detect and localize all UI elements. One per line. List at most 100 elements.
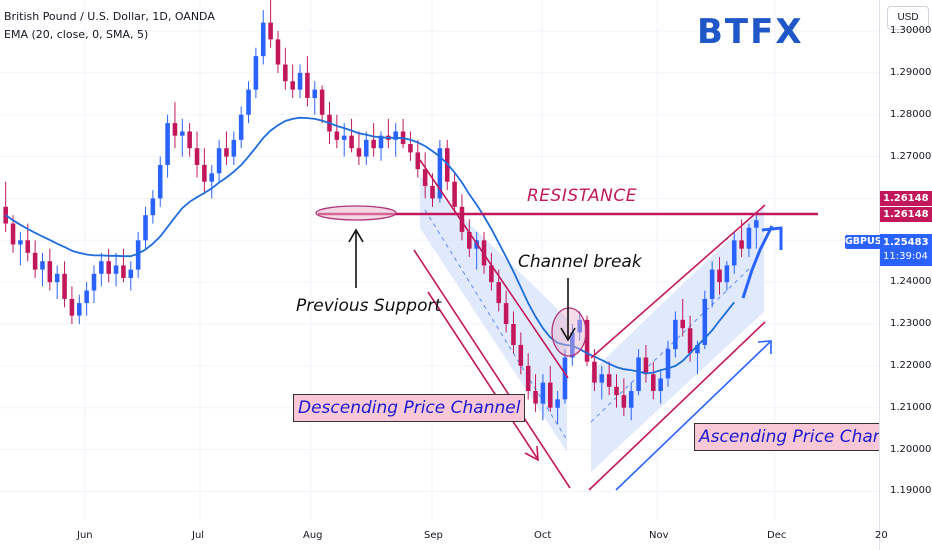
candle-down [614,386,619,396]
candle-up [231,139,237,157]
candle-down [459,206,465,232]
time-tick-label: 20 [875,530,888,541]
currency-button[interactable]: USD [887,6,929,30]
projection-arrow-head [761,226,783,250]
ascending-midline [590,267,751,423]
candle-down [349,135,354,149]
candle-up [54,273,60,283]
candle-up [238,114,244,140]
candle-down [739,240,744,249]
candle-up [180,131,185,136]
last-price-value: 1.25483 [883,237,929,248]
candle-down [32,252,38,270]
resistance-label: RESISTANCE [527,186,637,206]
price-tick-label: 1.29000 [890,66,932,78]
candle-down [194,148,200,165]
price-tick-label: 1.20000 [890,443,932,455]
candle-down [422,169,428,186]
candle-up [76,303,82,316]
candle-up [165,123,170,165]
price-tick-label: 1.19000 [890,485,932,497]
candle-up [157,164,163,199]
indicator-legend: EMA (20, close, 0, SMA, 5) [4,28,149,41]
candle-down [489,265,494,283]
price-axis[interactable] [879,0,932,550]
candle-up [628,390,634,408]
candle-down [275,39,281,65]
candle-up [658,378,663,391]
price-tick-label: 1.30000 [890,25,932,37]
descending-upper-line [419,159,569,379]
candle-up [731,240,737,266]
ema-line [5,116,735,375]
channel-break-arrow-head [560,327,576,342]
candle-up [555,399,560,408]
candle-up [99,261,104,274]
btfx-logo: BTFX [697,12,804,52]
candle-down [680,319,686,329]
candle-up [437,148,443,199]
ascending-channel-label: Ascending Price Channel [694,423,915,451]
candle-up [40,261,45,270]
candle-down [584,319,590,362]
candle-down [69,298,75,316]
candle-down [371,139,376,149]
candle-up [665,349,671,379]
price-tick-label: 1.27000 [890,150,932,162]
candle-up [364,139,369,157]
candle-up [754,220,759,228]
candle-down [643,357,649,375]
candle-up [216,148,222,174]
candle-up [695,344,700,354]
candle-up [246,89,251,115]
candle-down [283,64,288,82]
candle-down [481,240,487,266]
descending-trend-arrow-head [524,445,539,462]
time-tick-label: Nov [649,530,669,541]
candle-down [503,303,509,325]
time-tick-label: Oct [534,530,552,541]
candle-up [702,298,708,345]
candle-down [172,123,178,136]
projection-arrow [741,225,774,299]
candle-down [511,324,516,345]
channel-break-ellipse [551,307,587,357]
candle-down [47,261,53,283]
candle-down [187,131,192,149]
descending-trend-arrow [427,291,538,459]
time-tick-label: Sep [424,530,443,541]
ascending-trend-arrow [615,341,771,491]
candle-up [540,382,546,404]
candle-up [297,72,303,90]
candle-down [25,240,31,253]
candle-down [305,72,310,98]
candle-down [518,344,524,366]
candle-up [91,273,97,291]
candle-down [415,152,421,170]
candle-up [312,89,318,98]
candle-down [121,265,126,278]
candle-down [592,361,597,383]
candle-down [651,374,656,391]
candle-up [209,173,215,182]
previous-support-ellipse [315,205,397,221]
candle-down [606,374,612,387]
candle-up [724,265,730,283]
candle-up [341,135,347,140]
time-tick-label: Aug [303,530,323,541]
candle-down [334,131,340,140]
candle-up [18,240,23,245]
candle-down [452,181,457,207]
price-tick-label: 1.28000 [890,108,932,120]
candle-up [150,198,156,216]
candle-up [577,319,582,333]
candle-up [143,215,148,241]
ascending-lower-line [588,321,766,491]
candle-up [709,269,715,299]
price-tick-label: 1.24000 [890,276,932,288]
candle-down [621,395,627,408]
candle-down [290,81,295,90]
candle-down [408,144,413,153]
candle-down [687,328,693,354]
